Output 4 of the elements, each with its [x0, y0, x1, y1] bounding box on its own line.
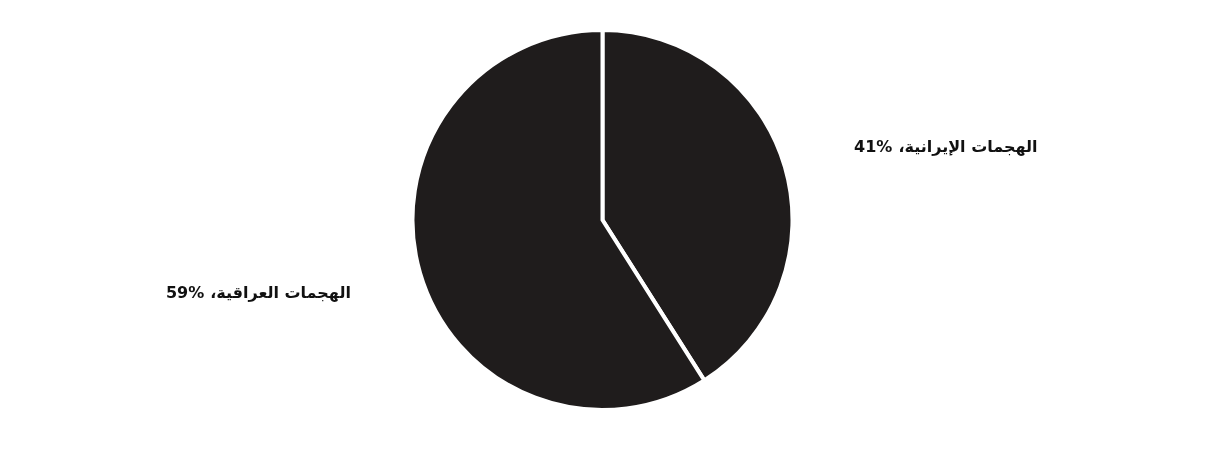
data-label: 41%	[854, 136, 893, 156]
data-label: 59%	[165, 283, 205, 303]
slice-label: الهجمات العراقية،	[210, 283, 351, 303]
slice-label: الهجمات الإيرانية،	[898, 136, 1038, 156]
